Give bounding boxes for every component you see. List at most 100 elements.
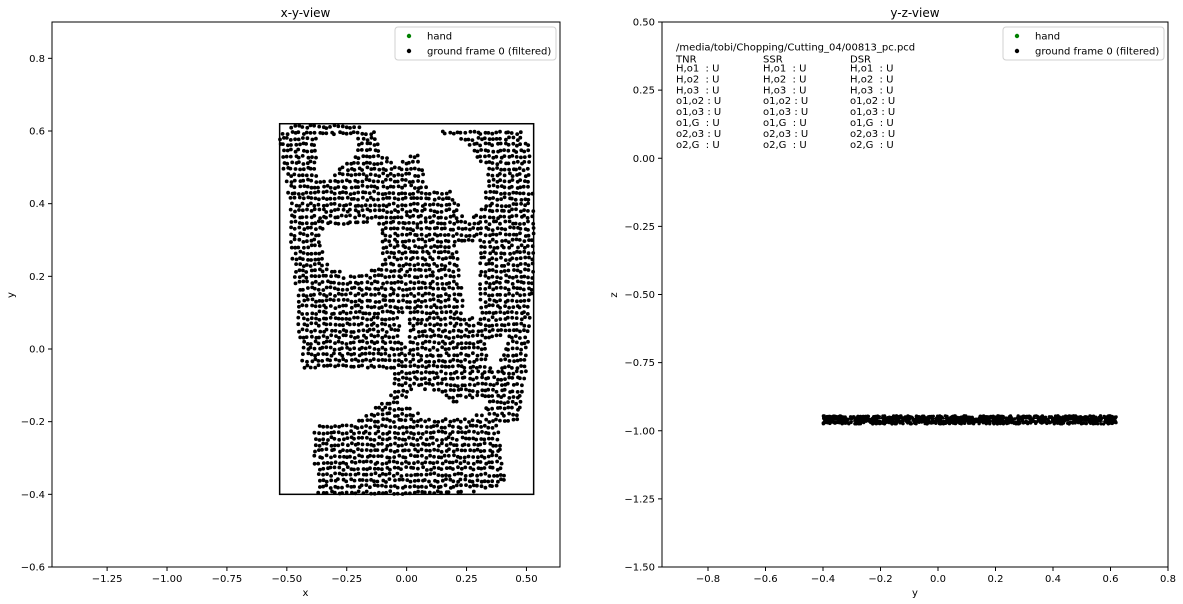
ground-point bbox=[357, 172, 362, 177]
ground-point bbox=[483, 154, 487, 159]
ground-point bbox=[439, 250, 443, 255]
ground-point bbox=[447, 474, 452, 478]
ground-point bbox=[373, 419, 377, 424]
ground-point bbox=[482, 370, 487, 375]
ground-point bbox=[525, 166, 530, 171]
ground-point bbox=[518, 376, 522, 381]
ground-point bbox=[486, 376, 491, 380]
ground-point bbox=[365, 280, 370, 285]
ground-point bbox=[462, 459, 467, 464]
ground-point bbox=[395, 243, 400, 248]
ground-point bbox=[444, 443, 449, 448]
ground-point bbox=[487, 324, 492, 328]
ground-point bbox=[448, 315, 453, 320]
ground-point bbox=[443, 376, 448, 381]
ground-point bbox=[363, 429, 368, 434]
ground-point bbox=[405, 227, 410, 231]
ground-point bbox=[997, 414, 1002, 418]
ground-point bbox=[494, 154, 499, 159]
ground-point bbox=[310, 303, 314, 308]
ground-point bbox=[499, 251, 504, 256]
ground-point bbox=[464, 341, 468, 345]
ground-point bbox=[424, 226, 429, 230]
ground-point bbox=[451, 328, 456, 333]
ground-point bbox=[404, 442, 408, 446]
ground-point bbox=[298, 262, 303, 267]
ground-point bbox=[312, 207, 317, 212]
ground-point bbox=[365, 141, 370, 146]
ground-point bbox=[526, 197, 531, 202]
ground-point bbox=[491, 287, 496, 292]
ground-point bbox=[490, 460, 494, 465]
ground-point bbox=[491, 196, 495, 200]
ground-point bbox=[387, 202, 392, 207]
ground-point bbox=[510, 154, 515, 158]
ground-point bbox=[365, 323, 370, 328]
ground-point bbox=[526, 173, 531, 177]
ground-point bbox=[480, 430, 484, 434]
ground-point bbox=[387, 411, 392, 416]
ground-point bbox=[320, 131, 325, 136]
ground-point bbox=[405, 300, 409, 304]
ground-point bbox=[435, 489, 440, 494]
ground-point bbox=[403, 183, 407, 188]
ground-point bbox=[439, 215, 443, 220]
ground-point bbox=[454, 250, 459, 255]
ground-point bbox=[416, 280, 421, 285]
ground-point bbox=[494, 137, 499, 141]
ground-point bbox=[431, 292, 435, 297]
ground-point bbox=[487, 141, 492, 146]
ground-point bbox=[408, 202, 413, 207]
ground-point bbox=[478, 339, 483, 344]
ground-point bbox=[479, 255, 484, 260]
ground-point bbox=[344, 490, 349, 495]
ground-point bbox=[391, 291, 396, 296]
ground-point bbox=[502, 264, 507, 268]
ground-point bbox=[443, 316, 447, 321]
ground-point bbox=[492, 411, 497, 416]
ground-point bbox=[399, 360, 404, 364]
ground-point bbox=[486, 227, 491, 232]
ground-point bbox=[498, 418, 502, 423]
ground-point bbox=[393, 376, 397, 381]
ground-point bbox=[518, 130, 523, 135]
ground-point bbox=[284, 136, 289, 140]
ground-point bbox=[496, 328, 500, 333]
ground-point bbox=[490, 303, 495, 308]
annotation-relation-row: o1,G : U bbox=[850, 118, 894, 129]
ground-point bbox=[290, 160, 295, 165]
ground-point bbox=[419, 436, 423, 440]
ground-point bbox=[411, 213, 416, 218]
ground-point bbox=[455, 299, 459, 304]
ground-point bbox=[518, 336, 522, 340]
ground-point bbox=[502, 323, 507, 328]
ground-point bbox=[381, 431, 385, 436]
ground-point bbox=[523, 255, 528, 260]
ground-point bbox=[432, 376, 437, 381]
ground-point bbox=[430, 270, 435, 274]
ground-point bbox=[452, 292, 457, 297]
ground-point bbox=[472, 442, 477, 447]
ground-point bbox=[484, 461, 489, 466]
ground-point bbox=[486, 479, 491, 484]
x-tick-label: −1.25 bbox=[92, 574, 123, 585]
ground-point bbox=[466, 137, 471, 142]
ground-point bbox=[313, 365, 318, 370]
ground-point bbox=[314, 437, 318, 441]
ground-point bbox=[518, 135, 523, 140]
y-tick-label: 0.00 bbox=[633, 154, 655, 165]
ground-point bbox=[479, 466, 484, 471]
ground-point bbox=[1111, 415, 1115, 419]
ground-point bbox=[419, 321, 423, 326]
ground-point bbox=[387, 430, 392, 435]
ground-point bbox=[365, 317, 369, 322]
ground-point bbox=[344, 131, 349, 136]
ground-point bbox=[523, 179, 527, 184]
ground-point bbox=[434, 311, 439, 316]
ground-point bbox=[324, 298, 329, 303]
ground-point bbox=[364, 292, 368, 296]
ground-point bbox=[435, 233, 440, 238]
ground-point bbox=[459, 471, 464, 476]
ground-point bbox=[376, 197, 380, 202]
ground-point bbox=[397, 453, 402, 458]
